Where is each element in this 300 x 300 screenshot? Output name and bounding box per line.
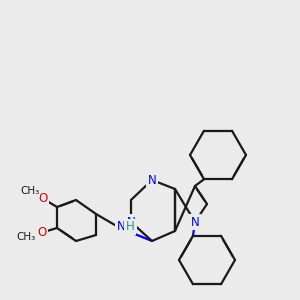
Text: CH₃: CH₃ bbox=[20, 185, 39, 196]
Text: N: N bbox=[190, 215, 200, 229]
Text: N: N bbox=[148, 173, 156, 187]
Text: O: O bbox=[37, 226, 46, 239]
Text: N: N bbox=[127, 215, 135, 229]
Text: CH₃: CH₃ bbox=[17, 232, 36, 242]
Text: N: N bbox=[117, 220, 125, 233]
Text: O: O bbox=[39, 192, 48, 205]
Text: H: H bbox=[126, 220, 134, 233]
